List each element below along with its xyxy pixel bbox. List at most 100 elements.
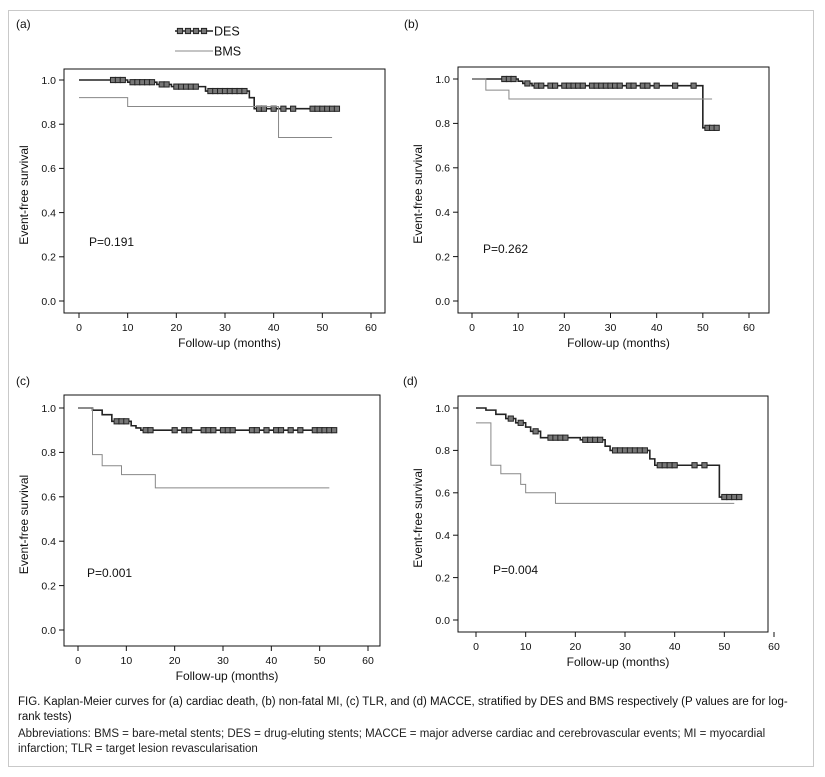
y-tick-label: 0.2: [435, 572, 450, 584]
des-censor-mark: [290, 105, 297, 112]
des-censor-mark: [277, 427, 285, 434]
bms-survival-curve: [476, 422, 735, 504]
des-censor-mark: [579, 82, 586, 89]
des-censor-mark: [626, 447, 634, 454]
x-tick-label: 0: [76, 322, 82, 334]
y-tick-label: 0.0: [41, 625, 56, 637]
des-censor-mark: [636, 447, 643, 454]
des-censor-mark: [672, 82, 679, 89]
des-censor-mark: [552, 434, 559, 441]
des-censor-mark: [297, 427, 304, 434]
x-tick-label: 40: [651, 322, 663, 334]
y-tick-label: 0.8: [41, 119, 56, 131]
y-tick-label: 1.0: [41, 403, 56, 415]
des-censor-mark: [587, 436, 594, 443]
figure-frame: [8, 10, 814, 767]
des-censor-mark: [630, 82, 637, 89]
plot-area-frame: [63, 68, 386, 314]
des-censor-mark: [691, 462, 698, 469]
panel-label: (c): [16, 374, 30, 388]
y-tick-label: 0.2: [41, 252, 56, 264]
des-censor-mark: [631, 447, 639, 454]
p-value-annotation: P=0.191: [89, 235, 134, 249]
y-tick-label: 0.0: [435, 615, 450, 627]
x-tick-label: 50: [697, 322, 709, 334]
des-censor-mark: [538, 82, 545, 89]
des-censor-mark: [192, 83, 199, 90]
des-censor-mark: [517, 419, 524, 426]
y-axis-title: Event-free survival: [17, 475, 31, 574]
plot-area-frame: [457, 66, 770, 314]
des-censor-mark: [721, 493, 728, 501]
x-tick-label: 20: [569, 641, 581, 653]
x-tick-label: 10: [120, 655, 132, 667]
panel-b-non-fatal-mi: (b) 0.0 0.2 0.4 0.6 0.8 1.0 0 10 20 30 40 50 60 Follow…: [404, 17, 770, 350]
panel-label: (b): [404, 17, 419, 31]
x-tick-label: 30: [219, 322, 231, 334]
y-tick-label: 0.8: [435, 445, 450, 457]
legend-des-markers: [176, 27, 208, 35]
des-censor-mark: [616, 82, 623, 89]
panel-d-macce: (d) 0.0 0.2 0.4 0.6 0.8 1.0 0 10 20 30 40 50 60 Follow…: [403, 374, 780, 669]
panel-label: (a): [16, 17, 31, 31]
des-censor-mark: [557, 434, 564, 441]
plot-area-frame: [63, 394, 381, 647]
des-censor-mark: [690, 82, 697, 89]
x-axis-title: Follow-up (months): [178, 336, 281, 350]
panel-label: (d): [403, 374, 418, 388]
des-censor-mark: [186, 427, 193, 434]
des-survival-curve: [472, 78, 717, 129]
x-axis-title: Follow-up (months): [567, 655, 670, 669]
y-tick-label: 0.0: [435, 296, 450, 308]
y-tick-label: 0.6: [435, 488, 450, 500]
des-censor-mark: [616, 447, 624, 454]
des-censor-mark: [661, 462, 668, 469]
des-censor-mark: [671, 462, 678, 469]
des-censor-mark: [666, 462, 673, 469]
des-censor-mark: [119, 76, 126, 84]
y-axis-title: Event-free survival: [411, 468, 425, 567]
des-censor-mark: [653, 82, 660, 89]
x-tick-label: 20: [169, 655, 181, 667]
x-tick-label: 20: [170, 322, 182, 334]
des-censor-mark: [656, 462, 663, 469]
p-value-annotation: P=0.001: [87, 566, 132, 580]
des-survival-curve: [79, 79, 337, 110]
legend: DES BMS: [175, 25, 241, 59]
des-censor-mark: [611, 447, 619, 454]
legend-des-censor-mark: [176, 27, 184, 35]
x-axis-title: Follow-up (months): [176, 669, 279, 683]
des-censor-mark: [582, 436, 589, 443]
y-tick-label: 0.8: [435, 118, 450, 130]
x-tick-label: 30: [619, 641, 631, 653]
des-censor-mark: [287, 427, 294, 434]
x-tick-label: 50: [316, 322, 328, 334]
y-tick-label: 1.0: [435, 74, 450, 86]
y-tick-label: 0.4: [41, 207, 56, 219]
bms-survival-curve: [79, 97, 333, 138]
des-censor-mark: [148, 79, 156, 86]
x-tick-label: 0: [75, 655, 81, 667]
plot-area-frame: [457, 395, 769, 633]
des-censor-mark: [547, 434, 554, 441]
des-censor-mark: [253, 427, 260, 434]
x-tick-label: 30: [217, 655, 229, 667]
des-censor-mark: [597, 436, 604, 443]
legend-bms-label: BMS: [214, 45, 241, 59]
des-censor-mark: [147, 427, 154, 434]
des-censor-mark: [331, 427, 338, 434]
x-tick-label: 60: [362, 655, 374, 667]
x-tick-label: 40: [268, 322, 280, 334]
caption-abbreviations: Abbreviations: BMS = bare-metal stents; …: [18, 728, 766, 755]
des-censor-mark: [592, 436, 599, 443]
x-tick-label: 40: [265, 655, 277, 667]
x-tick-label: 20: [558, 322, 570, 334]
des-censor-mark: [621, 447, 629, 454]
des-censor-mark: [510, 75, 517, 83]
x-tick-label: 60: [768, 641, 780, 653]
des-censor-mark: [333, 105, 341, 112]
des-survival-curve: [476, 407, 740, 498]
legend-des-censor-mark: [184, 27, 192, 35]
y-tick-label: 1.0: [41, 75, 56, 87]
y-tick-label: 0.4: [435, 207, 450, 219]
